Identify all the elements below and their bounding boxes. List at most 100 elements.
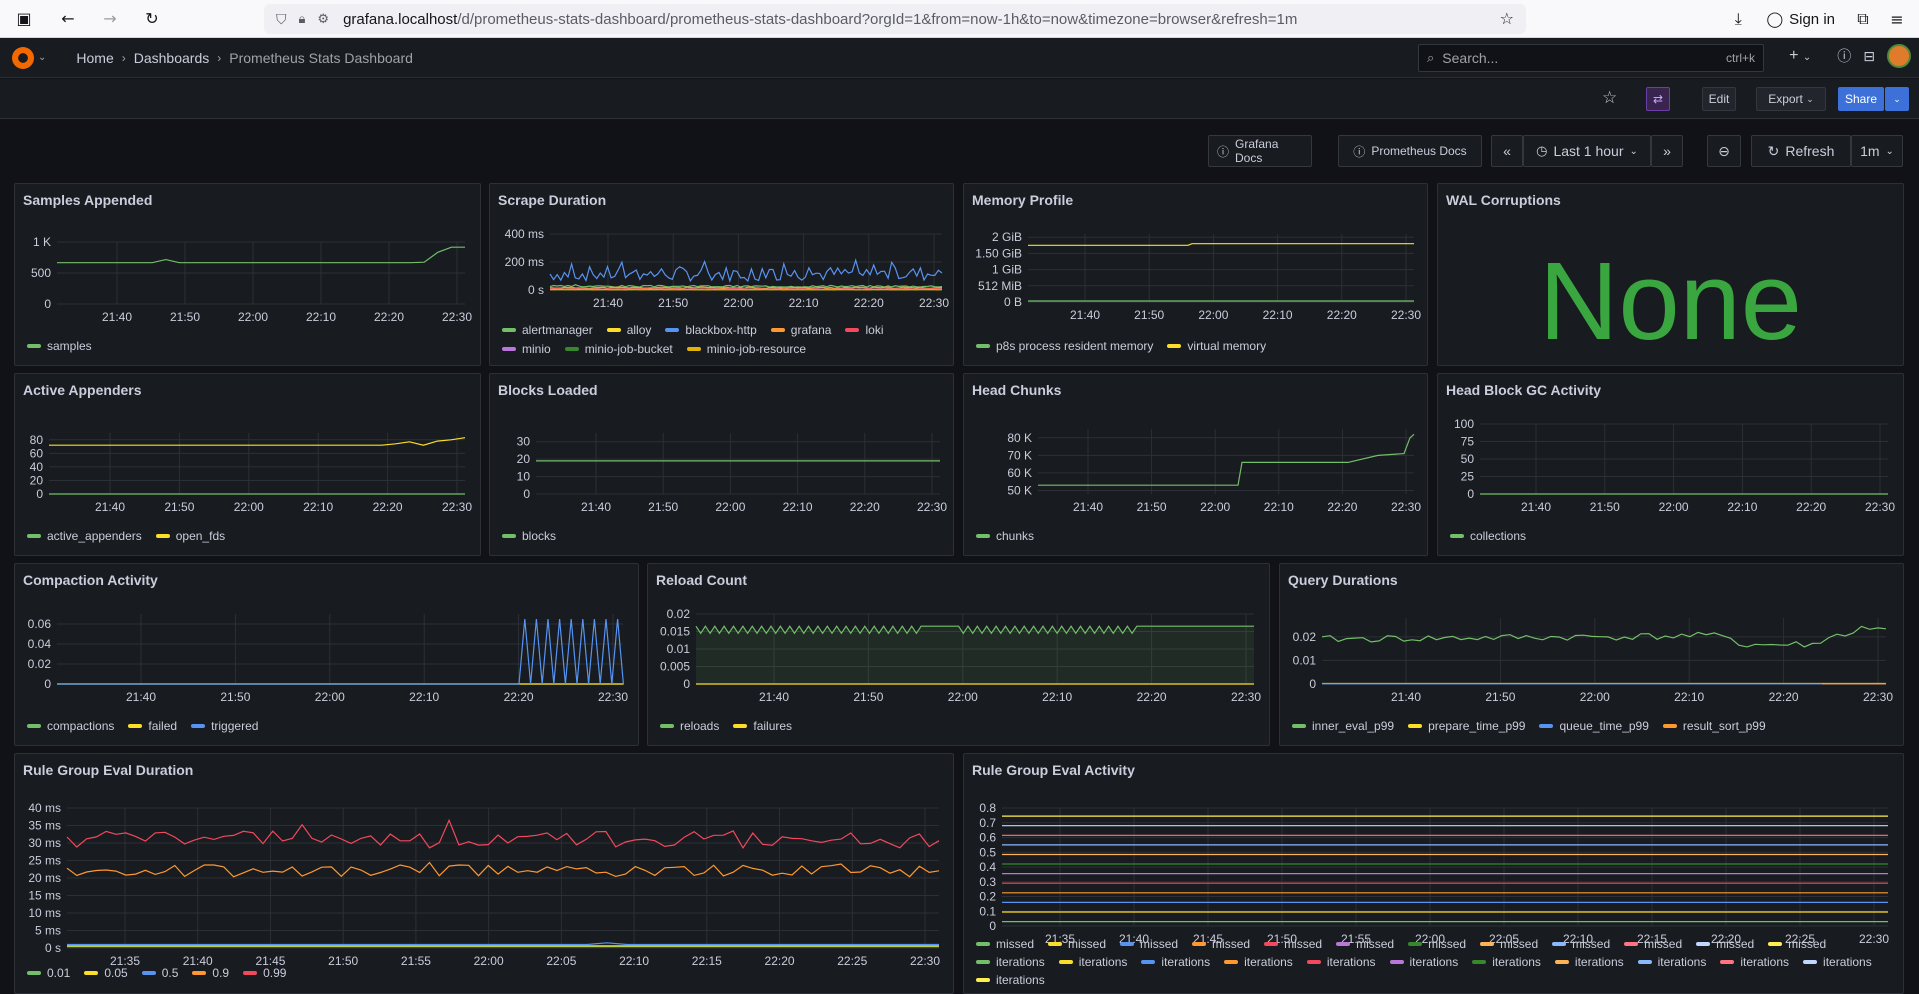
chart-svg[interactable]: 50 K 60 K 70 K 80 K 21:40 21:50 22:00 22:10 22:2… <box>964 374 1427 555</box>
legend-item[interactable]: iterations <box>1637 955 1706 969</box>
legend-item[interactable]: active_appenders <box>27 529 142 543</box>
help-icon[interactable]: ⓘ <box>1837 48 1852 64</box>
legend-item[interactable]: p8s process resident memory <box>976 339 1153 353</box>
legend-item[interactable]: missed <box>1048 937 1106 951</box>
legend-item[interactable]: iterations <box>976 973 1045 985</box>
refresh-interval-picker[interactable]: 1m ⌄ <box>1851 135 1903 167</box>
legend-item[interactable]: iterations <box>1472 955 1541 969</box>
legend-item[interactable]: iterations <box>1141 955 1210 969</box>
legend-item[interactable]: iterations <box>1224 955 1293 969</box>
series-line-0[interactable] <box>549 258 943 283</box>
time-range-picker[interactable]: ◷ Last 1 hour ⌄ <box>1523 135 1651 167</box>
bookmark-star-icon[interactable]: ☆ <box>1499 11 1514 28</box>
legend-item[interactable]: missed <box>1336 937 1394 951</box>
legend-item[interactable]: iterations <box>1306 955 1376 969</box>
grafana-logo-icon[interactable] <box>12 46 34 69</box>
legend-item[interactable]: failed <box>128 719 177 733</box>
share-dropdown-button[interactable]: ⌄ <box>1885 87 1909 111</box>
legend-item[interactable]: missed <box>976 937 1034 951</box>
chart-svg[interactable]: 0 B 512 MiB 1 GiB 1.50 GiB 2 GiB 21:40 21:50 22… <box>964 184 1427 365</box>
back-icon[interactable]: ← <box>61 9 75 28</box>
legend-item[interactable]: blocks <box>502 529 556 543</box>
series-line-0[interactable] <box>695 625 1254 635</box>
chart-svg[interactable]: 0 0.005 0.01 0.015 0.02 21:40 21:50 22:00 22:10 2… <box>648 564 1269 745</box>
legend-item[interactable]: missed <box>1480 937 1538 951</box>
legend-item[interactable]: samples <box>27 339 92 353</box>
chart-svg[interactable]: 00.10.20.30.40.50.60.70.821:35 21:40 21:45… <box>964 754 1903 993</box>
legend-item[interactable]: chunks <box>976 529 1034 543</box>
edit-button[interactable]: Edit <box>1702 87 1736 111</box>
chart-svg[interactable]: 0 10 20 30 21:40 21:50 22:00 22:10 22:20 22:30 <box>490 374 953 555</box>
chart-svg[interactable]: 0 0.02 0.04 0.06 21:40 21:50 22:00 22:10 22:20 22… <box>15 564 638 745</box>
search-input[interactable]: ⌕ Search... ctrl+k <box>1418 44 1764 72</box>
news-icon[interactable]: ⊟ <box>1863 47 1875 64</box>
time-shift-back-button[interactable]: « <box>1491 135 1523 167</box>
series-line-1[interactable] <box>1028 243 1414 246</box>
legend-item[interactable]: iterations <box>976 955 1045 969</box>
url-bar[interactable]: ⛉ 🔒︎ ⚙ grafana.localhost/d/prometheus-st… <box>264 4 1526 34</box>
legend-item[interactable]: collections <box>1450 529 1526 543</box>
legend-item[interactable]: 0.05 <box>84 966 128 980</box>
legend-item[interactable]: missed <box>1120 937 1178 951</box>
sign-in-button[interactable]: ◯ Sign in <box>1766 10 1835 29</box>
reload-icon[interactable]: ↻ <box>145 9 159 28</box>
legend-item[interactable]: open_fds <box>155 529 225 543</box>
legend-item[interactable]: 0.9 <box>192 966 229 980</box>
series-line-1[interactable] <box>549 284 943 288</box>
series-line-3[interactable] <box>66 861 940 878</box>
legend-item[interactable]: iterations <box>1058 955 1127 969</box>
legend-item[interactable]: alloy <box>606 322 651 337</box>
legend-item[interactable]: queue_time_p99 <box>1539 719 1649 733</box>
grafana-docs-link[interactable]: ⓘ Grafana Docs <box>1208 135 1312 167</box>
prometheus-docs-link[interactable]: ⓘ Prometheus Docs <box>1338 135 1482 167</box>
breadcrumb-dashboards[interactable]: Dashboards <box>133 49 210 66</box>
legend-item[interactable]: iterations <box>1389 955 1458 969</box>
legend-item[interactable]: iterations <box>1554 955 1624 969</box>
series-line-2[interactable] <box>549 286 943 290</box>
zoom-out-button[interactable]: ⊖ <box>1707 135 1741 167</box>
share-button[interactable]: Share <box>1838 87 1884 111</box>
breadcrumb-home[interactable]: Home <box>76 49 114 66</box>
legend-item[interactable]: loki <box>845 322 884 337</box>
public-dashboard-icon[interactable]: ⇄ <box>1646 87 1670 111</box>
legend-item[interactable]: 0.99 <box>243 966 286 980</box>
extensions-icon[interactable]: ⧉ <box>1857 9 1869 28</box>
time-shift-forward-button[interactable]: » <box>1651 135 1683 167</box>
legend-item[interactable]: minio <box>502 341 551 356</box>
series-line-1[interactable] <box>49 437 466 446</box>
chart-svg[interactable]: 0 25 50 75 100 21:40 21:50 22:00 22:10 22:20 22:30 <box>1438 374 1903 555</box>
sidebar-toggle-icon[interactable]: ▣ <box>16 9 32 28</box>
series-line-2[interactable] <box>57 618 625 685</box>
legend-item[interactable]: missed <box>1552 937 1610 951</box>
chevron-down-icon[interactable]: ⌄ <box>38 52 47 63</box>
legend-item[interactable]: iterations <box>1720 955 1789 969</box>
legend-item[interactable]: virtual memory <box>1167 339 1266 353</box>
series-line-0[interactable] <box>1038 433 1415 486</box>
menu-icon[interactable]: ≡ <box>1890 9 1904 29</box>
legend-item[interactable]: minio-job-resource <box>686 341 806 356</box>
legend-item[interactable]: inner_eval_p99 <box>1292 719 1394 733</box>
avatar[interactable] <box>1887 44 1911 68</box>
legend-item[interactable]: missed <box>1696 937 1754 951</box>
legend-item[interactable]: missed <box>1264 937 1322 951</box>
series-line-0[interactable] <box>57 246 465 264</box>
chart-svg[interactable]: 0 s 5 ms 10 ms 15 ms 20 ms 25 ms 30 ms 35 ms 40 … <box>15 754 953 993</box>
legend-item[interactable]: prepare_time_p99 <box>1408 719 1525 733</box>
legend-item[interactable]: failures <box>733 719 792 733</box>
chart-svg[interactable]: 0 0.01 0.02 21:40 21:50 22:00 22:10 22:20 22:30 <box>1280 564 1903 745</box>
legend-item[interactable]: missed <box>1768 937 1826 951</box>
legend-item[interactable]: reloads <box>660 719 719 733</box>
legend-item[interactable]: grafana <box>770 322 831 337</box>
series-line-2[interactable] <box>67 942 939 946</box>
legend-item[interactable]: blackbox-http <box>665 322 757 337</box>
legend-item[interactable]: 0.5 <box>141 966 178 980</box>
export-button[interactable]: Export ⌄ <box>1756 87 1826 111</box>
legend-item[interactable]: result_sort_p99 <box>1662 719 1766 733</box>
chart-svg[interactable]: 0 500 1 K 21:40 21:50 22:00 22:10 22:20 22:30 <box>15 184 480 365</box>
legend-item[interactable]: alertmanager <box>502 322 593 337</box>
legend-item[interactable]: triggered <box>191 719 258 733</box>
legend-item[interactable]: 0.01 <box>27 966 70 980</box>
legend-item[interactable]: iterations <box>1803 955 1872 969</box>
new-button[interactable]: + ⌄ <box>1789 47 1812 64</box>
